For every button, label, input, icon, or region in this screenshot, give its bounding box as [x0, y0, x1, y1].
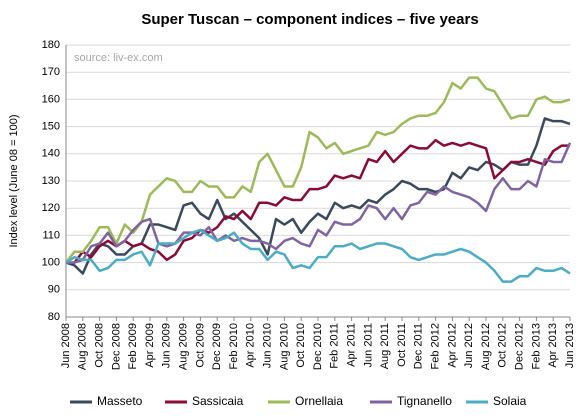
x-tick-label: Jun 2010: [262, 323, 274, 368]
series-line: [65, 76, 571, 264]
x-tick-label: Dec 2012: [514, 323, 526, 370]
y-axis-label: Index level (June 08 = 100): [8, 114, 20, 247]
x-tick-label: Dec 2011: [413, 323, 425, 369]
legend-label: Sassicaia: [192, 394, 244, 408]
x-tick-label: Aug 2011: [379, 323, 391, 369]
x-tick-label: Jun 2008: [60, 323, 72, 368]
legend-label: Solaia: [493, 394, 527, 408]
series-line: [66, 138, 570, 264]
x-tick-label: Apr 2011: [346, 323, 358, 367]
legend-label: Tignanello: [397, 394, 452, 408]
x-tick-label: Feb 2009: [127, 323, 139, 369]
x-tick-label: Dec 2010: [312, 323, 324, 370]
y-tick-label: 180: [42, 39, 60, 51]
x-tick-label: Oct 2008: [94, 323, 106, 368]
series-line: [66, 142, 572, 264]
x-tick-label: Aug 2008: [77, 323, 89, 370]
x-tick-label: Jun 2009: [161, 323, 173, 368]
series-line: [65, 117, 571, 275]
x-tick-label: Feb 2013: [530, 323, 542, 369]
x-tick-label: Dec 2008: [110, 323, 122, 370]
x-tick-label: Apr 2009: [144, 323, 156, 368]
x-tick-label: Oct 2011: [396, 323, 408, 367]
y-tick-label: 110: [42, 229, 60, 241]
y-tick-label: 120: [42, 202, 60, 214]
chart-title: Super Tuscan – component indices – five …: [141, 11, 478, 28]
x-tick-label: Feb 2012: [430, 323, 442, 369]
series-line: [65, 228, 571, 283]
x-tick-label: Oct 2012: [497, 323, 509, 368]
x-tick-label: Aug 2009: [178, 323, 190, 370]
x-tick-label: Apr 2012: [446, 323, 458, 368]
x-tick-label: Apr 2010: [245, 323, 257, 368]
y-tick-label: 170: [42, 66, 60, 78]
x-tick-label: Jun 2012: [463, 323, 475, 368]
x-tick-label: Aug 2012: [480, 323, 492, 370]
x-tick-label: Apr 2013: [547, 323, 559, 368]
x-tick-label: Aug 2010: [278, 323, 290, 370]
x-tick-label: Oct 2010: [295, 323, 307, 368]
x-tick-label: Dec 2009: [211, 323, 223, 370]
y-tick-label: 130: [42, 175, 60, 187]
y-tick-label: 150: [42, 121, 60, 133]
y-tick-label: 140: [42, 148, 60, 160]
x-tick-label: Jun 2011: [362, 323, 374, 367]
y-tick-label: 90: [48, 284, 60, 296]
y-tick-label: 100: [42, 257, 60, 269]
y-tick-label: 160: [42, 93, 60, 105]
x-tick-label: Jun 2013: [564, 323, 576, 368]
legend-label: Masseto: [97, 394, 143, 408]
source-note: source: liv-ex.com: [74, 52, 163, 64]
x-tick-label: Oct 2009: [194, 323, 206, 368]
legend-label: Ornellaia: [295, 394, 343, 408]
y-tick-label: 80: [48, 311, 60, 323]
x-tick-label: Feb 2010: [228, 323, 240, 369]
x-tick-label: Feb 2011: [329, 323, 341, 369]
